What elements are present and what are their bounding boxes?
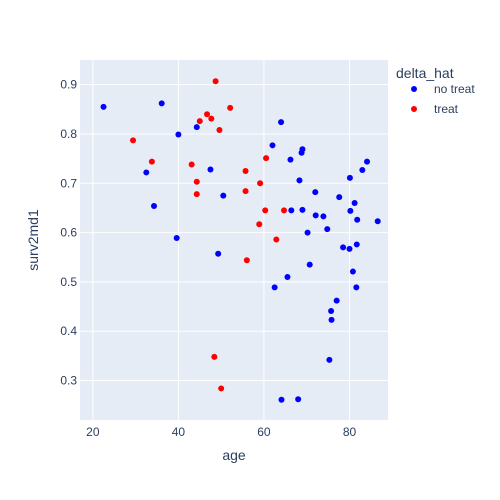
data-point-treat [281, 207, 288, 214]
data-point-no-treat [320, 213, 327, 220]
x-tick-label: 80 [343, 425, 357, 439]
data-point-no-treat [299, 146, 306, 153]
data-point-treat [257, 180, 264, 187]
data-point-no-treat [346, 174, 353, 181]
data-point-treat [193, 178, 200, 185]
data-point-treat [216, 127, 223, 134]
y-tick-labels: 0.3 0.4 0.5 0.6 0.7 0.8 0.9 [60, 78, 77, 388]
data-point-treat [211, 353, 218, 360]
data-point-no-treat [271, 284, 278, 291]
data-point-treat [196, 118, 203, 125]
data-point-no-treat [353, 284, 360, 291]
data-point-no-treat [278, 396, 285, 403]
data-point-treat [256, 221, 263, 228]
plot-area [80, 60, 388, 420]
data-point-no-treat [296, 177, 303, 184]
data-point-treat [243, 257, 250, 264]
data-point-no-treat [328, 308, 335, 315]
y-tick-label: 0.6 [60, 226, 77, 240]
data-point-treat [263, 155, 270, 162]
data-point-no-treat [193, 124, 200, 131]
data-point-no-treat [336, 194, 343, 201]
data-point-no-treat [269, 142, 276, 149]
data-point-treat [204, 111, 211, 118]
data-point-no-treat [312, 189, 319, 196]
legend-items: no treat treat [411, 82, 475, 116]
data-point-no-treat [349, 268, 356, 275]
x-axis-title: age [222, 447, 246, 463]
data-point-no-treat [364, 158, 371, 165]
data-point-treat [208, 115, 215, 122]
legend-title: delta_hat [396, 65, 454, 81]
data-point-no-treat [288, 207, 295, 214]
data-point-treat [130, 137, 137, 144]
data-point-no-treat [354, 216, 361, 223]
y-tick-label: 0.7 [60, 176, 77, 190]
data-point-no-treat [326, 356, 333, 363]
data-point-treat [273, 236, 280, 243]
data-point-no-treat [284, 273, 291, 280]
data-point-no-treat [312, 212, 319, 219]
x-tick-label: 20 [86, 425, 100, 439]
data-point-no-treat [299, 206, 306, 213]
data-point-no-treat [143, 169, 150, 176]
legend-label-no-treat: no treat [434, 82, 475, 96]
data-point-no-treat [158, 100, 165, 107]
legend-marker-treat [411, 106, 417, 112]
data-point-no-treat [333, 297, 340, 304]
legend: delta_hat no treat treat [396, 65, 475, 116]
data-point-treat [193, 191, 200, 198]
y-tick-label: 0.4 [60, 324, 77, 338]
data-point-no-treat [151, 202, 158, 209]
data-point-no-treat [304, 229, 311, 236]
data-point-no-treat [215, 250, 222, 257]
data-point-treat [218, 385, 225, 392]
data-point-treat [242, 167, 249, 174]
data-point-no-treat [374, 218, 381, 225]
data-point-treat [227, 104, 234, 111]
data-point-no-treat [324, 226, 331, 233]
data-point-no-treat [340, 244, 347, 251]
data-point-no-treat [359, 166, 366, 173]
data-point-treat [188, 161, 195, 168]
y-axis-title: surv2md1 [25, 209, 41, 271]
data-point-no-treat [346, 245, 353, 252]
data-point-no-treat [220, 192, 227, 199]
y-tick-label: 0.3 [60, 374, 77, 388]
data-point-treat [148, 158, 155, 165]
x-tick-label: 60 [257, 425, 271, 439]
data-point-no-treat [347, 207, 354, 214]
data-point-no-treat [353, 241, 360, 248]
data-point-no-treat [351, 200, 358, 207]
y-tick-label: 0.8 [60, 127, 77, 141]
x-tick-labels: 20 40 60 80 [86, 425, 356, 439]
data-point-treat [242, 188, 249, 195]
data-point-no-treat [175, 131, 182, 138]
data-points [100, 78, 381, 403]
data-point-no-treat [287, 156, 294, 163]
data-point-no-treat [295, 396, 302, 403]
data-point-treat [212, 78, 219, 85]
legend-label-treat: treat [434, 102, 459, 116]
data-point-no-treat [306, 261, 313, 268]
data-point-treat [262, 207, 269, 214]
legend-marker-no-treat [411, 86, 417, 92]
data-point-no-treat [278, 119, 285, 126]
data-point-no-treat [207, 166, 214, 173]
y-tick-label: 0.5 [60, 275, 77, 289]
data-point-no-treat [173, 235, 180, 242]
data-point-no-treat [328, 316, 335, 323]
x-tick-label: 40 [172, 425, 186, 439]
y-tick-label: 0.9 [60, 78, 77, 92]
data-point-no-treat [100, 103, 107, 110]
